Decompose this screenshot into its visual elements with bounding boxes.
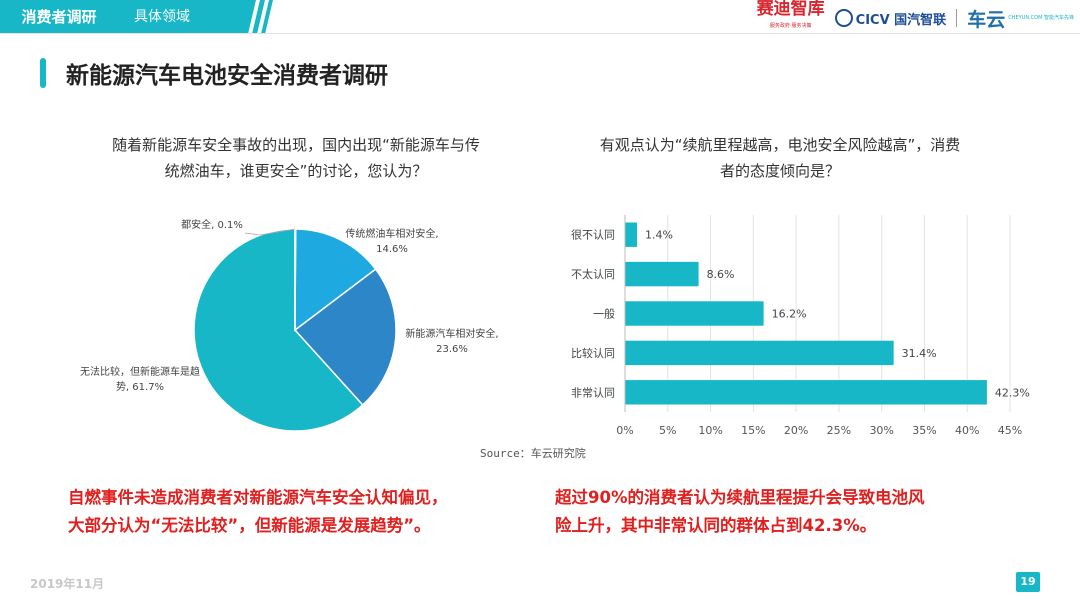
bar-value-label: 1.4% — [645, 229, 673, 242]
pie-slice-1 — [293, 268, 397, 406]
pie-slice-0 — [193, 228, 364, 432]
conclusion-left-line-2: 大部分认为“无法比较”，但新能源是发展趋势”。 — [68, 516, 431, 535]
pie-label-0: 无法比较，但新能源车是趋势, 61.7% — [80, 365, 200, 393]
question-right-line-2: 者的态度倾向是？ — [719, 162, 840, 180]
tab-specific-field[interactable]: 具体领域 — [118, 0, 248, 34]
question-left-line-2: 统燃油车，谁更安全”的讨论，您认为？ — [164, 162, 428, 180]
logo-divider — [956, 9, 958, 27]
pie-chart: 无法比较，但新能源车是趋势, 61.7% 新能源汽车相对安全, 23.6% 传统燃油车… — [80, 218, 499, 432]
pie-slice-3 — [294, 228, 297, 331]
bar-xtick-label: 25% — [827, 424, 851, 437]
logo-group: 赛迪智库 服务政府·服务决策 CICV 国汽智联 车云 CHEYUN.COM 智… — [757, 1, 1074, 31]
bar-category-label: 非常认同 — [571, 386, 615, 399]
top-bar: 消费者调研 具体领域 赛迪智库 服务政府·服务决策 CICV 国汽智联 车云 C… — [0, 0, 1080, 34]
bar-xtick-label: 35% — [912, 424, 936, 437]
bar-chart: 0% 5% 10% 15% 20% 25% 30% 35% 40% 45% 很不认同 1.4% 不太认同… — [571, 215, 1030, 437]
bar-xtick-label: 10% — [698, 424, 722, 437]
bar-3 — [625, 340, 894, 366]
source-note: Source：车云研究院 — [480, 447, 586, 460]
bar-value-label: 8.6% — [707, 268, 735, 281]
cheyun-logo: 车云 CHEYUN.COM 智能汽车先锋 — [967, 8, 1074, 31]
cicv-logo: CICV 国汽智联 — [834, 9, 946, 28]
page-number: 19 — [1016, 572, 1040, 592]
conclusion-right-line-1: 超过90%的消费者认为续航里程提升会导致电池风 — [555, 488, 925, 507]
title-accent-bar — [40, 58, 46, 88]
tab-consumer-research[interactable]: 消费者调研 — [0, 0, 118, 34]
bar-2 — [625, 301, 764, 326]
bar-value-label: 42.3% — [995, 386, 1030, 399]
bar-category-label: 很不认同 — [571, 228, 615, 242]
footer-date: 2019年11月 — [30, 577, 105, 591]
bar-category-label: 不太认同 — [571, 268, 615, 281]
question-left-line-1: 随着新能源车安全事故的出现，国内出现“新能源车与传 — [112, 136, 480, 154]
bar-value-label: 16.2% — [772, 308, 807, 321]
bar-4 — [625, 380, 987, 405]
question-right-line-1: 有观点认为“续航里程越高，电池安全风险越高”，消费 — [599, 136, 961, 154]
bar-0 — [625, 222, 637, 247]
tab-stripes-decoration — [240, 0, 273, 34]
page-title: 新能源汽车电池安全消费者调研 — [66, 63, 388, 89]
question-left: 随着新能源车安全事故的出现，国内出现“新能源车与传 统燃油车，谁更安全”的讨论，… — [66, 132, 526, 184]
bar-xtick-label: 30% — [869, 424, 893, 437]
bar-xtick-label: 20% — [784, 424, 808, 437]
question-right: 有观点认为“续航里程越高，电池安全风险越高”，消费 者的态度倾向是？ — [550, 132, 1010, 184]
bar-category-label: 一般 — [593, 308, 615, 321]
bar-1 — [625, 261, 699, 287]
bar-xtick-label: 45% — [998, 424, 1022, 437]
conclusion-right: 超过90%的消费者认为续航里程提升会导致电池风 险上升，其中非常认同的群体占到4… — [555, 484, 1025, 540]
cicv-mark-icon — [834, 9, 853, 27]
saidi-logo: 赛迪智库 服务政府·服务决策 — [756, 0, 825, 30]
conclusion-left-line-1: 自燃事件未造成消费者对新能源汽车安全认知偏见， — [68, 488, 448, 507]
bar-xtick-label: 15% — [741, 424, 765, 437]
bar-xtick-label: 40% — [955, 424, 979, 437]
bar-value-label: 31.4% — [902, 347, 937, 360]
bar-xtick-label: 0% — [616, 424, 633, 437]
pie-slice-2 — [294, 228, 377, 332]
top-divider — [0, 33, 1080, 34]
conclusion-right-line-2: 险上升，其中非常认同的群体占到42.3%。 — [555, 516, 877, 535]
bar-category-label: 比较认同 — [571, 346, 615, 360]
pie-label-2: 传统燃油车相对安全, 14.6% — [345, 227, 438, 255]
pie-label-3: 都安全, 0.1% — [181, 218, 243, 231]
bar-xtick-label: 5% — [659, 424, 676, 437]
conclusion-left: 自燃事件未造成消费者对新能源汽车安全认知偏见， 大部分认为“无法比较”，但新能源… — [68, 484, 538, 540]
pie-leader-line — [244, 228, 296, 236]
pie-label-1: 新能源汽车相对安全, 23.6% — [405, 327, 498, 355]
